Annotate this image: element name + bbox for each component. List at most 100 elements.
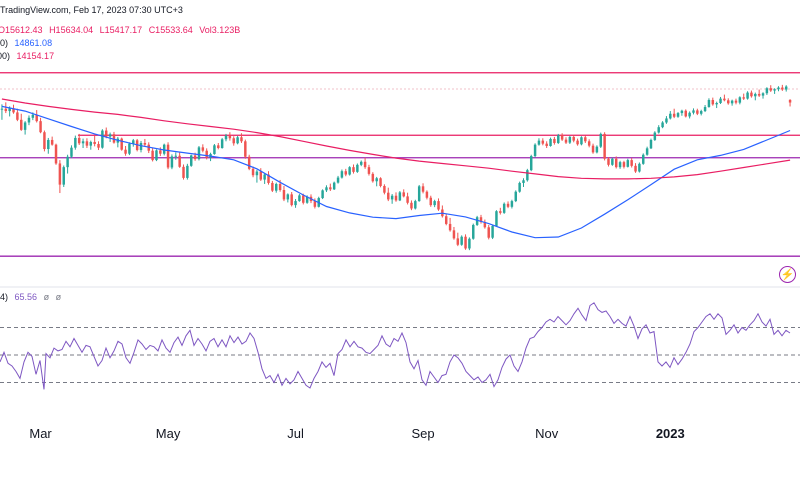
ma-fast-label: (50) bbox=[0, 38, 9, 48]
candle-body bbox=[278, 183, 282, 191]
candle bbox=[81, 138, 85, 149]
candle-body bbox=[108, 134, 112, 137]
candle-body bbox=[464, 236, 467, 249]
candle-body bbox=[58, 163, 62, 185]
candle bbox=[47, 137, 50, 154]
candle-body bbox=[757, 93, 761, 96]
candle-body bbox=[738, 97, 742, 103]
candle bbox=[217, 142, 220, 150]
candle bbox=[390, 194, 394, 204]
candle-body bbox=[553, 138, 556, 143]
candle bbox=[502, 202, 506, 214]
candle bbox=[669, 111, 672, 120]
candle-body bbox=[479, 217, 483, 222]
candle bbox=[205, 148, 208, 160]
ma-fast-legend[interactable]: (50) 14861.08 bbox=[0, 38, 56, 48]
candle bbox=[611, 157, 614, 166]
x-tick-label: Mar bbox=[29, 426, 52, 441]
candle bbox=[518, 181, 521, 193]
candle-body bbox=[197, 147, 201, 160]
candle-body bbox=[672, 113, 676, 117]
candle-body bbox=[12, 108, 15, 113]
candle-body bbox=[472, 224, 475, 239]
candle bbox=[85, 138, 89, 149]
candle bbox=[560, 133, 564, 141]
candle-body bbox=[325, 187, 328, 191]
candle bbox=[572, 135, 575, 143]
candle bbox=[35, 110, 38, 123]
candle bbox=[410, 200, 413, 211]
candle bbox=[70, 145, 73, 159]
candle-body bbox=[259, 171, 263, 180]
candle-body bbox=[684, 110, 687, 117]
candle bbox=[645, 146, 649, 156]
candle bbox=[576, 138, 579, 146]
candle bbox=[564, 137, 568, 144]
candle-body bbox=[680, 110, 684, 114]
candle-body bbox=[155, 150, 158, 161]
ma-slow-value: 14154.17 bbox=[16, 51, 55, 61]
candle-body bbox=[611, 158, 614, 165]
candle bbox=[642, 153, 645, 165]
candle-body bbox=[31, 114, 35, 118]
candle-body bbox=[410, 202, 413, 209]
candle-body bbox=[43, 132, 46, 150]
candle-body bbox=[151, 150, 154, 161]
candle-body bbox=[487, 227, 490, 238]
candle-body bbox=[232, 138, 235, 144]
candle-body bbox=[777, 87, 780, 90]
candle bbox=[638, 162, 641, 173]
candle bbox=[599, 132, 602, 149]
candle-body bbox=[406, 196, 409, 203]
candle-body bbox=[0, 108, 4, 110]
candle bbox=[754, 92, 757, 101]
lightning-bolt-icon[interactable]: ⚡ bbox=[779, 266, 796, 283]
candle-body bbox=[414, 201, 417, 209]
candle-body bbox=[788, 99, 792, 103]
ma-slow-legend[interactable]: (200) 14154.17 bbox=[0, 51, 58, 61]
candle bbox=[414, 199, 417, 210]
candle bbox=[781, 84, 784, 91]
candle-body bbox=[607, 158, 610, 165]
candle bbox=[699, 109, 703, 116]
candle-body bbox=[653, 132, 657, 140]
close-value: C15533.64 bbox=[148, 25, 193, 35]
candle bbox=[58, 160, 62, 194]
candle bbox=[603, 132, 606, 161]
candle-body bbox=[703, 107, 707, 112]
candle-body bbox=[765, 88, 769, 94]
candle-body bbox=[657, 127, 660, 133]
candle-body bbox=[139, 142, 143, 151]
candle-body bbox=[541, 140, 545, 144]
candle-body bbox=[483, 221, 487, 228]
candle bbox=[587, 139, 591, 148]
rsi-legend[interactable]: (14) 65.56 ø ø bbox=[0, 292, 65, 302]
candle-body bbox=[730, 100, 734, 104]
candle-body bbox=[105, 130, 108, 137]
candle bbox=[356, 163, 359, 173]
candle-body bbox=[128, 143, 131, 154]
candle bbox=[209, 152, 212, 162]
candle-body bbox=[618, 162, 622, 168]
price-levels bbox=[0, 72, 800, 257]
candle bbox=[155, 149, 158, 162]
candle-body bbox=[359, 161, 363, 165]
candle-body bbox=[66, 156, 69, 168]
candle bbox=[232, 136, 235, 146]
candle bbox=[614, 156, 618, 169]
candle bbox=[622, 160, 626, 169]
candle-body bbox=[448, 223, 452, 231]
candle-body bbox=[50, 139, 54, 145]
candle-body bbox=[711, 99, 715, 105]
candle-body bbox=[665, 118, 668, 123]
candle bbox=[190, 154, 193, 167]
candle bbox=[483, 219, 487, 229]
rsi-label: (14) bbox=[0, 292, 9, 302]
candle bbox=[472, 223, 475, 240]
candle-body bbox=[773, 89, 776, 91]
candle-body bbox=[506, 203, 510, 207]
high-value: H15634.04 bbox=[49, 25, 94, 35]
candle-body bbox=[433, 201, 436, 206]
candle bbox=[665, 116, 668, 124]
